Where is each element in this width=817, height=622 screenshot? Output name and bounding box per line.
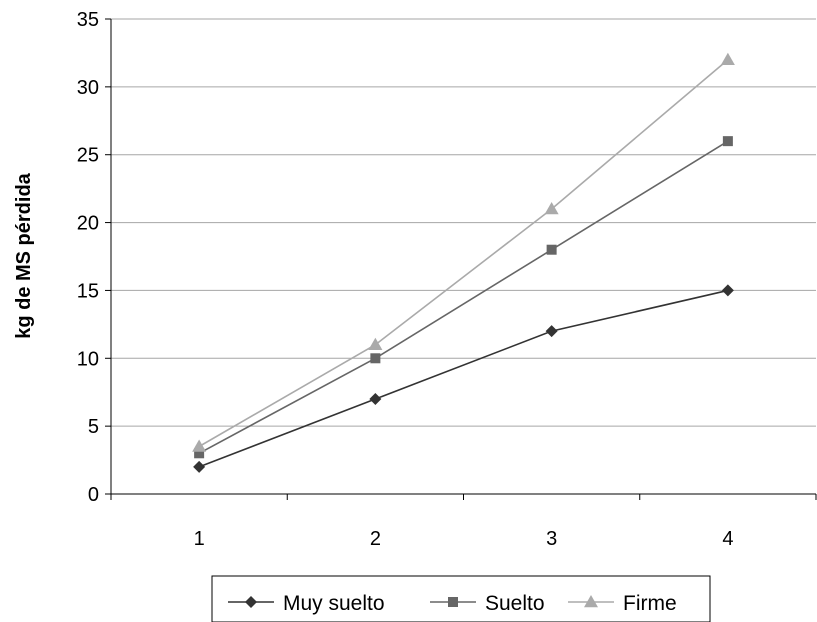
data-point-firme [368, 337, 383, 350]
y-tick-label: 20 [77, 213, 99, 235]
data-point-muy-suelto [193, 460, 206, 473]
x-tick-label: 3 [546, 528, 557, 550]
legend-label-suelto: Suelto [485, 592, 545, 615]
y-axis-title: kg de MS pérdida [13, 172, 35, 338]
legend-marker-muy-suelto [245, 596, 257, 608]
legend: Muy suelto Suelto Firme [211, 575, 711, 622]
legend-item-firme: Firme [568, 592, 677, 615]
series-line-firme [198, 59, 729, 448]
series-layer [192, 52, 735, 473]
data-point-suelto [370, 353, 381, 364]
x-tick-label: 1 [194, 528, 205, 550]
y-axis-ticks: 0 5 10 15 20 25 30 35 [77, 9, 111, 506]
data-point-firme [544, 202, 559, 215]
data-point-muy-suelto [545, 325, 558, 338]
gridlines [111, 18, 816, 427]
legend-label-muy-suelto: Muy suelto [283, 592, 385, 615]
data-point-suelto [194, 448, 205, 459]
y-tick-label: 5 [88, 416, 99, 438]
legend-item-muy-suelto: Muy suelto [228, 592, 385, 615]
data-point-firme [720, 52, 735, 65]
y-tick-label: 0 [88, 484, 99, 506]
x-axis-ticks: 1 2 3 4 [110, 494, 817, 550]
x-tick-label: 2 [370, 528, 381, 550]
y-tick-label: 15 [77, 280, 99, 302]
y-tick-label: 35 [77, 9, 99, 31]
data-point-suelto [722, 136, 733, 147]
legend-label-firme: Firme [623, 592, 677, 615]
series-line-muy-suelto [198, 289, 729, 468]
x-tick-label: 4 [722, 528, 733, 550]
data-point-muy-suelto [721, 284, 734, 297]
series-muy-suelto [193, 284, 734, 473]
legend-marker-firme [584, 595, 598, 608]
data-point-muy-suelto [369, 393, 382, 405]
y-tick-label: 25 [77, 145, 99, 167]
legend-item-suelto: Suelto [430, 592, 545, 615]
data-point-firme [192, 439, 207, 452]
series-line-suelto [198, 140, 729, 454]
data-point-suelto [546, 244, 557, 255]
series-suelto [194, 136, 733, 459]
legend-marker-suelto [448, 597, 458, 607]
y-tick-label: 30 [77, 77, 99, 99]
legend-box [211, 575, 711, 622]
series-firme [192, 52, 735, 452]
y-tick-label: 10 [77, 348, 99, 370]
